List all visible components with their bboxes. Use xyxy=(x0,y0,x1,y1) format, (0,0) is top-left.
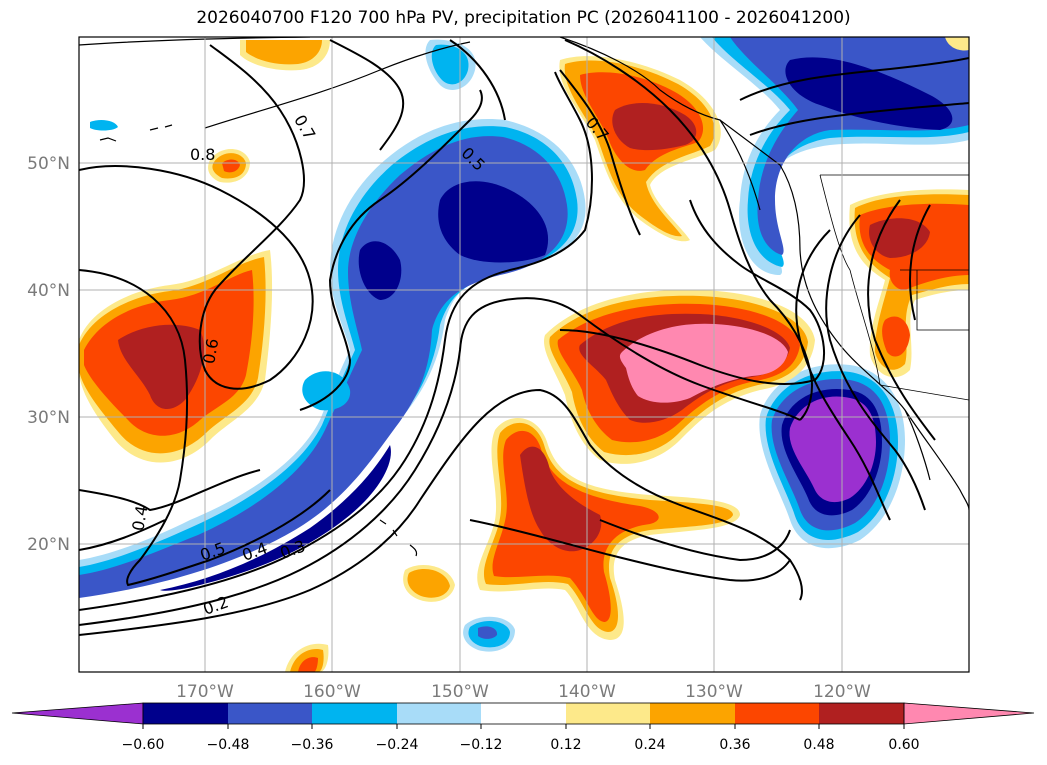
colorbar-tick-label: −0.24 xyxy=(376,737,419,753)
colorbar-segment xyxy=(650,703,735,724)
lon-label: 150°W xyxy=(431,682,489,702)
colorbar-extend-min xyxy=(11,702,144,725)
contour-label: 0.8 xyxy=(190,145,215,164)
colorbar-segment xyxy=(228,703,312,724)
contour-label: 0.6 xyxy=(199,337,222,365)
lon-label: 160°W xyxy=(303,682,361,702)
grid-lines xyxy=(79,37,969,672)
colorbar-segment xyxy=(735,703,819,724)
longitude-labels: 170°W 160°W 150°W 140°W 130°W 120°W xyxy=(176,682,871,702)
colorbar-segment xyxy=(819,703,904,724)
colorbar-extend-max xyxy=(903,702,1035,725)
lon-label: 130°W xyxy=(685,682,743,702)
colorbar-tick-label: −0.36 xyxy=(291,737,334,753)
positive-precip-north xyxy=(208,37,969,242)
colorbar-segment xyxy=(312,703,397,724)
colorbar-segment xyxy=(566,703,650,724)
lat-label: 40°N xyxy=(27,281,70,301)
latitude-labels: 50°N 40°N 30°N 20°N xyxy=(27,154,70,555)
colorbar-segment xyxy=(481,703,566,724)
colorbar-segment xyxy=(143,703,228,724)
colorbar-tick-label: −0.60 xyxy=(122,737,165,753)
negative-precip-band xyxy=(79,119,586,598)
map-canvas: 0.8 0.7 0.7 0.5 0.6 0.4 0.5 0.4 0.3 0.2 xyxy=(79,37,969,672)
colorbar: −0.60 −0.48 −0.36 −0.24 −0.12 0.12 0.24 … xyxy=(11,702,1035,753)
colorbar-segment xyxy=(397,703,481,724)
lat-label: 20°N xyxy=(27,535,70,555)
colorbar-tick-label: 0.12 xyxy=(550,737,581,753)
colorbar-tick-label: 0.36 xyxy=(719,737,750,753)
positive-precip-south xyxy=(285,418,740,672)
colorbar-tick-label: 0.60 xyxy=(888,737,919,753)
map-frame xyxy=(78,36,970,673)
lon-label: 170°W xyxy=(176,682,234,702)
positive-precip-west xyxy=(79,250,273,463)
colorbar-tick-label: 0.24 xyxy=(634,737,665,753)
colorbar-tick-label: −0.12 xyxy=(460,737,503,753)
negative-precip-small xyxy=(90,39,515,652)
contour-label: 0.4 xyxy=(128,504,151,532)
colorbar-tick-label: 0.48 xyxy=(803,737,834,753)
plot-title: 2026040700 F120 700 hPa PV, precipitatio… xyxy=(196,8,851,28)
pv-contours xyxy=(79,39,969,636)
lon-label: 120°W xyxy=(813,682,871,702)
colorbar-tick-label: −0.48 xyxy=(207,737,250,753)
lat-label: 50°N xyxy=(27,154,70,174)
lat-label: 30°N xyxy=(27,408,70,428)
lon-label: 140°W xyxy=(558,682,616,702)
negative-precip-southeast xyxy=(759,364,905,549)
